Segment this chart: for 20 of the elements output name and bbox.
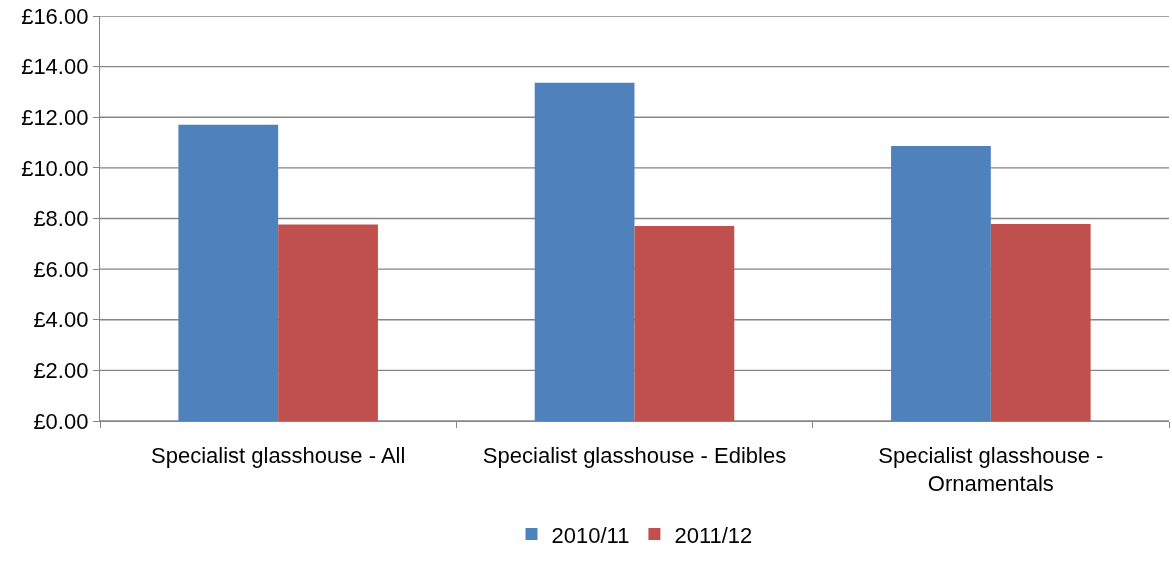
- y-tick-label: £2.00: [33, 358, 89, 384]
- y-tick-label: £16.00: [21, 3, 89, 29]
- bar: [990, 224, 1091, 421]
- bar: [634, 226, 735, 421]
- bar: [178, 124, 279, 421]
- bar: [534, 82, 635, 421]
- x-tick-label: Specialist glasshouse - All: [150, 442, 406, 468]
- legend-label: 2010/11: [551, 522, 630, 548]
- x-tick-label: Specialist glasshouse - Ornamentals: [878, 442, 1104, 497]
- y-tick-label: £10.00: [21, 155, 89, 181]
- y-tick-label: £14.00: [21, 54, 89, 80]
- y-tick-label: £12.00: [21, 104, 89, 130]
- bar: [891, 146, 991, 421]
- legend-label: 2011/12: [674, 522, 753, 548]
- y-tick-label: £0.00: [33, 408, 89, 434]
- y-tick-label: £6.00: [33, 256, 89, 282]
- x-tick-label: Specialist glasshouse - Edibles: [482, 442, 787, 468]
- y-tick-label: £4.00: [33, 307, 89, 333]
- y-tick-label: £8.00: [33, 206, 89, 232]
- bar: [278, 224, 378, 421]
